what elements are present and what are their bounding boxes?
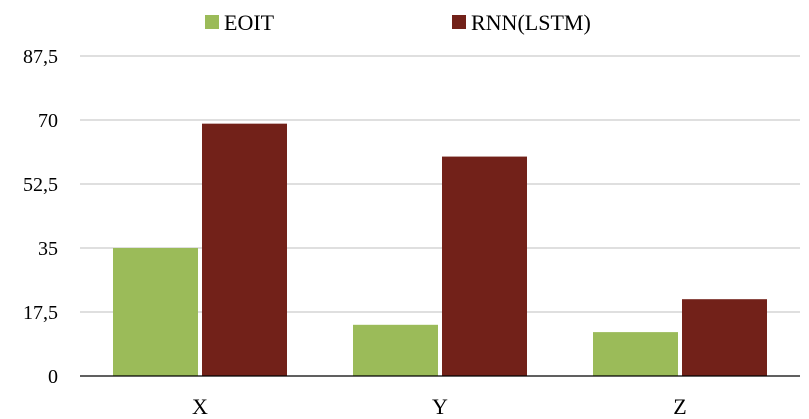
bar-eoit-z	[593, 332, 678, 376]
chart-legend: EOIT RNN(LSTM)	[205, 10, 591, 35]
y-tick-label: 52,5	[23, 174, 58, 196]
legend-label-rnn-lstm: RNN(LSTM)	[471, 10, 591, 35]
y-tick-label: 87,5	[23, 46, 58, 68]
bars	[113, 123, 767, 377]
x-category-label: X	[192, 394, 208, 419]
bar-eoit-x	[113, 248, 198, 376]
x-axis-categories: X Y Z	[192, 394, 687, 419]
x-category-label: Y	[432, 394, 448, 419]
y-axis-ticks: 0 17,5 35 52,5 70 87,5	[23, 46, 58, 388]
bar-rnn-lstm-z	[682, 299, 767, 376]
bar-rnn-lstm-x	[202, 123, 287, 377]
bar-eoit-y	[353, 324, 438, 376]
x-category-label: Z	[673, 394, 686, 419]
legend-swatch-rnn-lstm	[452, 15, 466, 29]
y-tick-label: 17,5	[23, 302, 58, 324]
bar-rnn-lstm-y	[442, 156, 527, 376]
y-tick-label: 0	[48, 366, 58, 388]
y-tick-label: 35	[38, 238, 58, 260]
gridlines	[80, 55, 800, 313]
legend-label-eoit: EOIT	[224, 10, 275, 35]
legend-swatch-eoit	[205, 15, 219, 29]
y-tick-label: 70	[38, 110, 58, 132]
